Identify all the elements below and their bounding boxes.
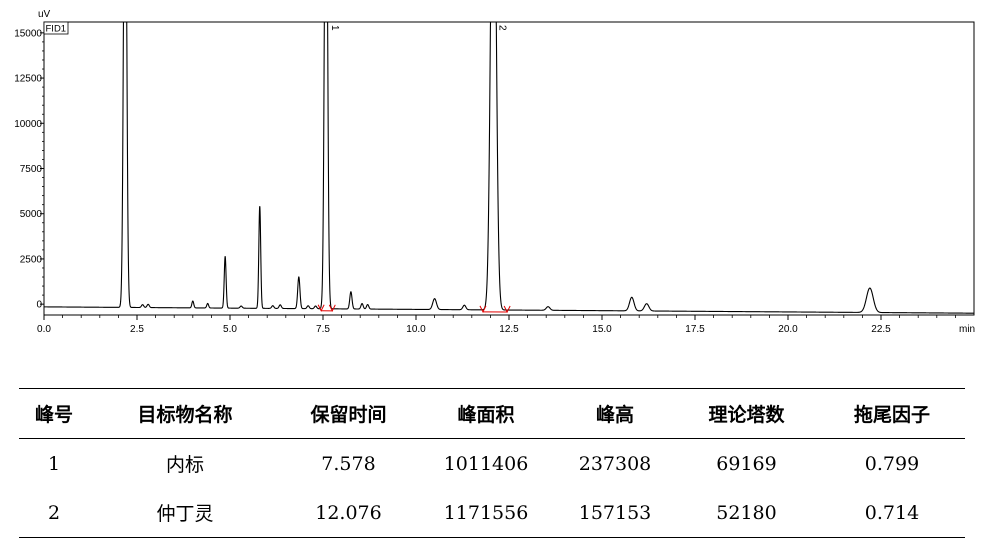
y-tick-label: 7500 <box>20 164 43 175</box>
x-axis-ticks: 0.0 2.5 5.0 7.5 10.0 12.5 15.0 17.5 20.0 22.5 <box>37 315 956 335</box>
cell-retention-time: 12.076 <box>281 488 416 538</box>
y-tick-label: 5000 <box>20 209 43 220</box>
cell-peak-number: 1 <box>47 452 61 475</box>
header-peak-number: 峰号 <box>19 388 89 439</box>
table-header-row: 峰号 目标物名称 保留时间 峰面积 峰高 理论塔数 拖尾因子 <box>19 388 965 439</box>
cell-peak-number: 2 <box>19 488 89 538</box>
x-tick-label: 7.5 <box>316 324 330 335</box>
integration-mark <box>328 304 336 312</box>
header-peak-height: 峰高 <box>556 388 674 439</box>
cell-retention-time: 7.578 <box>321 452 376 475</box>
header-compound-name: 目标物名称 <box>89 388 281 439</box>
header-theoretical-plates: 理论塔数 <box>674 388 819 439</box>
header-retention-time: 保留时间 <box>281 388 416 439</box>
x-tick-label: 17.5 <box>685 324 705 335</box>
cell-tailing-factor: 0.799 <box>864 452 920 475</box>
x-axis-unit-label: min <box>959 324 975 335</box>
cell-compound-name: 仲丁灵 <box>89 488 281 538</box>
x-tick-label: 10.0 <box>406 324 426 335</box>
x-tick-label: 5.0 <box>223 324 237 335</box>
chromatogram-chart: uV min FID1 0 2500 5000 7500 10000 12500 15000… <box>14 9 975 335</box>
header-peak-area: 峰面积 <box>416 388 556 439</box>
x-tick-label: 12.5 <box>499 324 519 335</box>
cell-compound-name: 内标 <box>165 454 204 476</box>
peak-number-label: 1 <box>329 25 340 31</box>
cell-peak-height: 237308 <box>578 452 652 475</box>
plot-frame <box>43 21 975 316</box>
x-tick-label: 15.0 <box>592 324 612 335</box>
integration-marks-group <box>317 304 511 314</box>
x-tick-label: 22.5 <box>871 324 891 335</box>
header-tailing-factor: 拖尾因子 <box>819 388 965 439</box>
table-row: 2 仲丁灵 12.076 1171556 157153 52180 0.714 <box>19 488 965 538</box>
peak-number-label: 2 <box>496 25 507 31</box>
chromatogram-trace-group <box>44 22 974 314</box>
cell-tailing-factor: 0.714 <box>819 488 965 538</box>
y-tick-label: 0 <box>36 300 42 311</box>
cell-theoretical-plates: 69169 <box>716 452 777 475</box>
y-tick-label: 12500 <box>14 74 42 85</box>
cell-peak-area: 1171556 <box>416 488 556 538</box>
integration-mark <box>317 304 325 312</box>
x-tick-label: 0.0 <box>37 324 51 335</box>
y-axis-unit-label: uV <box>38 9 51 20</box>
y-tick-label: 10000 <box>14 119 42 130</box>
detector-label: FID1 <box>46 24 67 35</box>
cell-peak-height: 157153 <box>556 488 674 538</box>
x-tick-label: 20.0 <box>778 324 798 335</box>
integration-mark <box>503 305 511 314</box>
table-row: 1 内标 7.578 1011406 237308 69169 0.799 <box>19 439 965 489</box>
cell-peak-area: 1011406 <box>443 452 529 475</box>
cell-theoretical-plates: 52180 <box>674 488 819 538</box>
y-axis-ticks: 0 2500 5000 7500 10000 12500 15000 <box>14 28 44 311</box>
results-table: 峰号 目标物名称 保留时间 峰面积 峰高 理论塔数 拖尾因子 1 内标 7.57… <box>19 388 965 538</box>
x-tick-label: 2.5 <box>130 324 144 335</box>
integration-mark <box>479 305 487 313</box>
y-tick-label: 15000 <box>14 28 42 39</box>
detector-label-box <box>43 21 69 35</box>
chromatogram-trace <box>44 22 974 314</box>
y-tick-label: 2500 <box>20 254 43 265</box>
